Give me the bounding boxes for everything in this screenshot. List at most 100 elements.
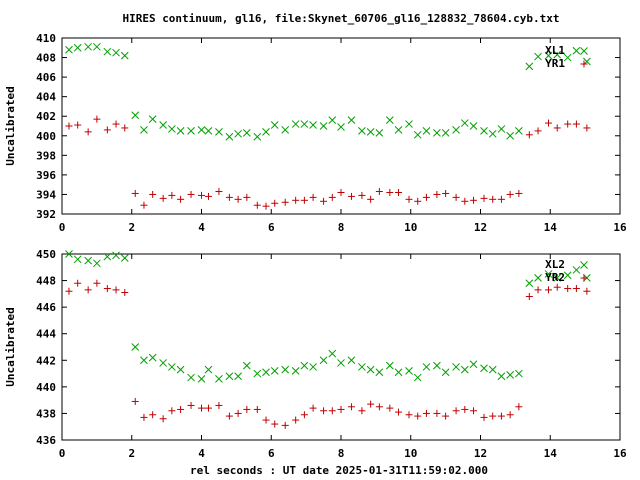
x-tick-label: 8 bbox=[338, 221, 345, 234]
data-point bbox=[168, 363, 176, 371]
data-point bbox=[534, 52, 542, 61]
data-point bbox=[187, 190, 195, 198]
data-point bbox=[103, 47, 112, 56]
data-point bbox=[386, 188, 394, 196]
data-point bbox=[405, 195, 413, 203]
y-tick-label: 446 bbox=[36, 301, 56, 314]
data-point bbox=[73, 255, 82, 264]
data-point bbox=[112, 48, 120, 57]
data-point bbox=[103, 252, 112, 261]
data-point bbox=[309, 193, 317, 201]
data-point bbox=[309, 363, 317, 371]
data-point bbox=[469, 360, 478, 369]
data-point bbox=[168, 125, 176, 133]
data-point bbox=[120, 51, 129, 60]
data-point bbox=[291, 367, 300, 375]
legend: XL2 YR2 bbox=[545, 258, 565, 284]
data-point bbox=[328, 193, 336, 201]
data-point bbox=[442, 189, 450, 197]
legend-marker bbox=[580, 60, 588, 68]
data-point bbox=[73, 43, 82, 52]
data-point bbox=[553, 124, 561, 132]
data-point bbox=[234, 409, 242, 417]
data-point bbox=[553, 274, 562, 282]
data-point bbox=[159, 121, 167, 129]
data-point bbox=[242, 128, 251, 137]
data-point bbox=[262, 128, 270, 136]
data-point bbox=[262, 202, 270, 210]
y-tick-label: 394 bbox=[36, 188, 56, 201]
x-tick-label: 0 bbox=[59, 447, 66, 460]
data-point bbox=[270, 367, 279, 375]
data-point bbox=[176, 127, 185, 135]
data-point bbox=[140, 356, 148, 365]
data-point bbox=[534, 274, 542, 282]
data-point bbox=[572, 266, 581, 274]
data-point bbox=[506, 371, 514, 379]
x-axis-label: rel seconds : UT date 2025-01-31T11:59:0… bbox=[190, 464, 488, 477]
data-point bbox=[320, 197, 328, 205]
data-point bbox=[197, 375, 206, 383]
data-point bbox=[243, 405, 251, 413]
data-point bbox=[452, 126, 460, 134]
data-point bbox=[215, 401, 223, 409]
data-point bbox=[300, 361, 309, 370]
data-point bbox=[103, 126, 111, 134]
data-point bbox=[121, 289, 129, 297]
data-point bbox=[442, 412, 450, 420]
y-tick-label: 406 bbox=[36, 71, 56, 84]
data-point bbox=[253, 405, 261, 413]
data-point bbox=[347, 116, 356, 124]
data-point bbox=[215, 128, 223, 136]
data-point bbox=[506, 190, 514, 198]
y-tick-label: 442 bbox=[36, 354, 56, 367]
legend-label-xl2: XL2 bbox=[545, 258, 565, 271]
data-point bbox=[148, 353, 157, 362]
data-point bbox=[168, 191, 176, 199]
data-point bbox=[358, 407, 366, 415]
y-tick-label: 400 bbox=[36, 130, 56, 143]
data-point bbox=[572, 285, 580, 293]
data-point bbox=[198, 191, 205, 199]
y-tick-label: 448 bbox=[36, 275, 56, 288]
data-point bbox=[433, 128, 441, 137]
data-point bbox=[480, 194, 488, 202]
data-point bbox=[253, 132, 262, 141]
data-point bbox=[177, 195, 185, 203]
data-point bbox=[131, 397, 139, 405]
data-point bbox=[281, 365, 290, 374]
data-point bbox=[553, 50, 562, 59]
data-point bbox=[544, 270, 553, 278]
data-point bbox=[148, 115, 157, 124]
y-tick-label: 398 bbox=[36, 149, 56, 162]
data-marks bbox=[65, 250, 591, 429]
data-point bbox=[413, 373, 422, 382]
data-point bbox=[328, 116, 337, 124]
data-point bbox=[65, 122, 73, 130]
axis-ticks: 0 2 4 6 8 10 12 14 16 392 394 396 398 400 402 404 406 408… bbox=[36, 32, 627, 234]
data-point bbox=[506, 411, 514, 419]
data-point bbox=[563, 53, 572, 62]
data-point bbox=[234, 195, 242, 203]
data-point bbox=[187, 401, 195, 409]
data-point bbox=[84, 256, 93, 265]
data-point bbox=[93, 279, 101, 287]
data-point bbox=[583, 287, 591, 295]
data-point bbox=[414, 197, 422, 205]
data-point bbox=[225, 132, 234, 141]
y-tick-label: 440 bbox=[36, 381, 56, 394]
legend-marker bbox=[580, 261, 588, 269]
data-point bbox=[375, 128, 384, 137]
legend-label-yr1: YR1 bbox=[545, 57, 565, 70]
data-point bbox=[489, 195, 497, 203]
data-point bbox=[385, 116, 394, 124]
data-point bbox=[452, 363, 460, 371]
data-point bbox=[292, 196, 300, 204]
legend-label-yr2: YR2 bbox=[545, 271, 565, 284]
data-point bbox=[385, 361, 394, 370]
data-point bbox=[204, 365, 213, 374]
data-point bbox=[84, 42, 93, 51]
legend-marker bbox=[580, 274, 588, 282]
data-point bbox=[525, 293, 533, 301]
data-point bbox=[204, 404, 212, 412]
